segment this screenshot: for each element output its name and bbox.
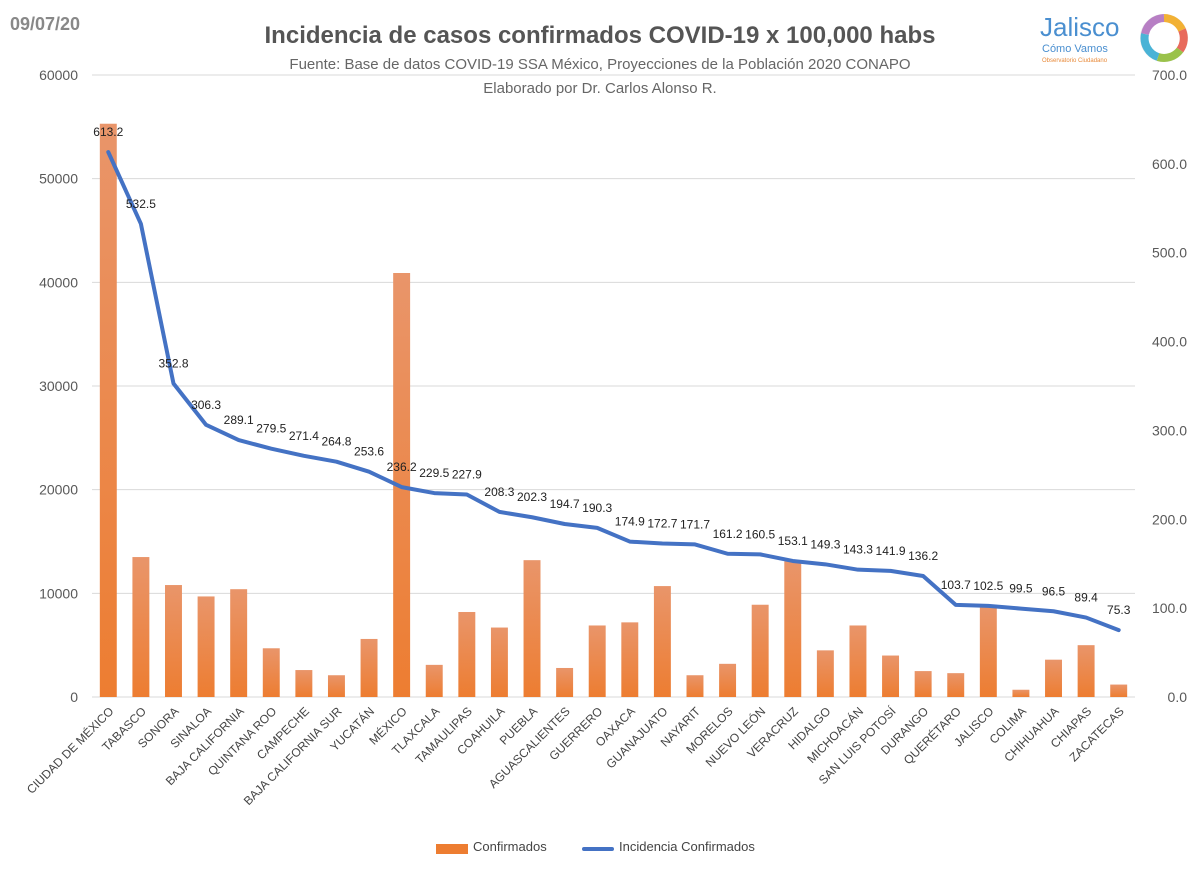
bar-confirmados xyxy=(588,625,606,697)
data-label: 149.3 xyxy=(810,537,840,551)
y-tick-left: 50000 xyxy=(39,171,78,187)
y-tick-right: 0.0 xyxy=(1168,689,1188,705)
data-label: 99.5 xyxy=(1009,582,1033,596)
legend-swatch-line xyxy=(582,847,614,851)
bar-confirmados xyxy=(230,589,248,697)
logo-sub: Cómo Vamos xyxy=(1042,43,1108,55)
bar-confirmados xyxy=(490,627,508,697)
bar-confirmados xyxy=(816,650,834,697)
bar-confirmados xyxy=(686,675,704,697)
data-label: 153.1 xyxy=(778,534,808,548)
logo-tag: Observatorio Ciudadano xyxy=(1042,58,1108,64)
data-label: 306.3 xyxy=(191,398,221,412)
data-label: 190.3 xyxy=(582,501,612,515)
data-label: 208.3 xyxy=(484,485,514,499)
legend-swatch-bar xyxy=(436,844,468,854)
bar-confirmados xyxy=(1110,684,1128,697)
bar-confirmados xyxy=(1045,659,1062,697)
data-label: 161.2 xyxy=(713,527,743,541)
data-label: 136.2 xyxy=(908,549,938,563)
bar-confirmados xyxy=(523,560,541,697)
bar-confirmados xyxy=(295,670,313,697)
jalisco-como-vamos-logo: Jalisco Cómo Vamos Observatorio Ciudadan… xyxy=(1040,10,1195,66)
bar-confirmados xyxy=(751,604,769,697)
bar-confirmados xyxy=(458,611,476,697)
bar-confirmados xyxy=(327,675,345,697)
bar-confirmados xyxy=(719,663,737,697)
legend-label-confirmados: Confirmados xyxy=(473,839,547,854)
bar-confirmados xyxy=(1012,689,1030,697)
data-label: 103.7 xyxy=(941,578,971,592)
y-tick-right: 300.0 xyxy=(1152,422,1187,438)
bar-confirmados xyxy=(849,625,867,697)
x-tick-label: MICHOACÁN xyxy=(804,704,866,766)
data-label: 96.5 xyxy=(1042,584,1066,598)
legend: Confirmados Incidencia Confirmados xyxy=(0,838,1200,858)
data-label: 289.1 xyxy=(224,413,254,427)
data-label: 613.2 xyxy=(93,125,123,139)
y-tick-right: 700.0 xyxy=(1152,67,1187,83)
data-label: 279.5 xyxy=(256,422,286,436)
date-label: 09/07/20 xyxy=(10,14,81,34)
y-tick-left: 20000 xyxy=(39,482,78,498)
bar-confirmados xyxy=(262,648,280,697)
bar-confirmados xyxy=(947,673,965,697)
logo-brand: Jalisco xyxy=(1040,12,1120,42)
data-label: 194.7 xyxy=(550,497,580,511)
bar-confirmados xyxy=(425,664,443,697)
line-incidencia xyxy=(106,150,1121,633)
bar-confirmados xyxy=(99,123,117,698)
y-tick-left: 30000 xyxy=(39,378,78,394)
data-label: 532.5 xyxy=(126,197,156,211)
y-tick-left: 10000 xyxy=(39,585,78,601)
logo-ring-icon xyxy=(1140,14,1188,62)
y-tick-left: 0 xyxy=(70,689,78,705)
chart-author: Elaborado por Dr. Carlos Alonso R. xyxy=(483,80,717,97)
data-label: 253.6 xyxy=(354,445,384,459)
data-label: 172.7 xyxy=(647,517,677,531)
data-label: 171.7 xyxy=(680,517,710,531)
data-label: 264.8 xyxy=(321,435,351,449)
data-label: 75.3 xyxy=(1107,603,1131,617)
y-tick-right: 100.0 xyxy=(1152,600,1187,616)
bar-confirmados xyxy=(653,586,671,697)
data-label: 229.5 xyxy=(419,466,449,480)
data-label: 236.2 xyxy=(387,460,417,474)
data-label: 102.5 xyxy=(973,579,1003,593)
data-label: 89.4 xyxy=(1074,591,1098,605)
bar-confirmados xyxy=(165,585,182,697)
data-label: 202.3 xyxy=(517,490,547,504)
data-label: 174.9 xyxy=(615,515,645,529)
y-tick-right: 600.0 xyxy=(1152,156,1187,172)
bar-confirmados xyxy=(882,655,900,697)
data-label: 271.4 xyxy=(289,429,319,443)
bar-confirmados xyxy=(979,605,997,697)
y-tick-right: 200.0 xyxy=(1152,511,1187,527)
y-tick-right: 400.0 xyxy=(1152,334,1187,350)
data-label: 160.5 xyxy=(745,527,775,541)
legend-label-incidencia: Incidencia Confirmados xyxy=(619,839,755,854)
bar-confirmados xyxy=(784,561,802,697)
data-label: 143.3 xyxy=(843,543,873,557)
bar-confirmados xyxy=(360,638,378,697)
data-label: 141.9 xyxy=(876,544,906,558)
y-tick-right: 500.0 xyxy=(1152,245,1187,261)
y-tick-left: 60000 xyxy=(39,67,78,83)
chart-subtitle: Fuente: Base de datos COVID-19 SSA Méxic… xyxy=(289,56,911,73)
bar-confirmados xyxy=(197,596,215,697)
y-tick-left: 40000 xyxy=(39,274,78,290)
data-label: 227.9 xyxy=(452,467,482,481)
data-label: 352.8 xyxy=(158,357,188,371)
chart-title: Incidencia de casos confirmados COVID-19… xyxy=(264,22,936,49)
x-tick-label: CIUDAD DE MÉXICO xyxy=(23,704,116,797)
bar-confirmados xyxy=(1077,645,1095,697)
bar-confirmados xyxy=(621,622,639,697)
bar-confirmados xyxy=(132,557,150,697)
bar-confirmados xyxy=(914,671,932,697)
bar-confirmados xyxy=(556,667,574,697)
